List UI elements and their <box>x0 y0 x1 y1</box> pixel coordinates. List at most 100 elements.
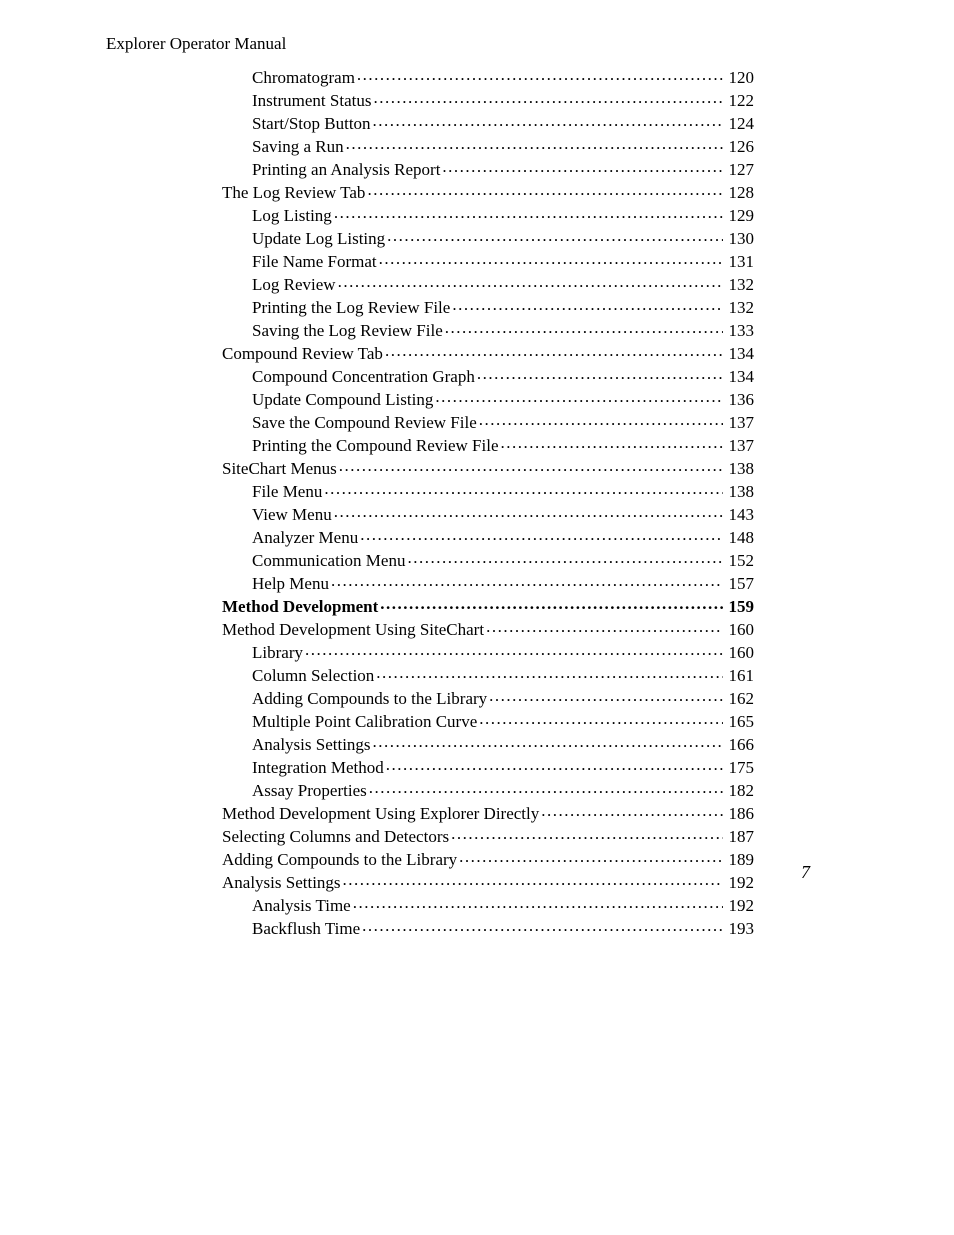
toc-entry: File Name Format 131 <box>222 250 754 270</box>
toc-leader-dots <box>501 434 723 451</box>
toc-leader-dots <box>339 457 723 474</box>
toc-entry-page: 130 <box>725 230 755 247</box>
toc-entry-page: 162 <box>725 690 755 707</box>
toc-entry-page: 137 <box>725 414 755 431</box>
toc-entry: Compound Concentration Graph 134 <box>222 365 754 385</box>
toc-leader-dots <box>373 733 723 750</box>
toc-entry-title: Compound Concentration Graph <box>252 368 475 385</box>
toc-entry: Analyzer Menu 148 <box>222 526 754 546</box>
toc-entry-title: File Name Format <box>252 253 377 270</box>
toc-leader-dots <box>334 204 723 221</box>
toc-entry: The Log Review Tab128 <box>222 181 754 201</box>
toc-entry-page: 182 <box>725 782 755 799</box>
toc-entry-title: Log Review <box>252 276 336 293</box>
toc-entry-title: Assay Properties <box>252 782 367 799</box>
toc-entry: Backflush Time193 <box>222 917 754 937</box>
toc-entry-title: Analyzer Menu <box>252 529 358 546</box>
toc-entry-page: 134 <box>725 345 755 362</box>
toc-entry-page: 133 <box>725 322 755 339</box>
toc-entry-title: Adding Compounds to the Library <box>222 851 457 868</box>
toc-leader-dots <box>338 273 723 290</box>
toc-entry-page: 152 <box>725 552 755 569</box>
toc-entry-page: 192 <box>725 874 755 891</box>
toc-entry-title: Method Development Using Explorer Direct… <box>222 805 539 822</box>
toc-entry-title: Start/Stop Button <box>252 115 371 132</box>
toc-leader-dots <box>343 871 723 888</box>
table-of-contents: Chromatogram 120 Instrument Status122 Start… <box>222 66 754 940</box>
toc-entry-page: 128 <box>725 184 755 201</box>
toc-leader-dots <box>353 894 723 911</box>
toc-entry-page: 136 <box>725 391 755 408</box>
toc-leader-dots <box>486 618 722 635</box>
toc-leader-dots <box>357 66 723 83</box>
toc-leader-dots <box>541 802 722 819</box>
toc-entry-page: 157 <box>725 575 755 592</box>
toc-entry: Method Development Using SiteChart 160 <box>222 618 754 638</box>
document-header-title: Explorer Operator Manual <box>106 34 286 54</box>
toc-leader-dots <box>479 710 722 727</box>
toc-entry-page: 175 <box>725 759 755 776</box>
toc-leader-dots <box>379 250 723 267</box>
toc-leader-dots <box>387 227 722 244</box>
toc-leader-dots <box>459 848 722 865</box>
toc-entry-page: 131 <box>725 253 755 270</box>
toc-entry: Adding Compounds to the Library189 <box>222 848 754 868</box>
toc-entry-page: 120 <box>725 69 755 86</box>
toc-entry-title: Update Compound Listing <box>252 391 433 408</box>
toc-entry-title: Library <box>252 644 303 661</box>
toc-entry: Integration Method175 <box>222 756 754 776</box>
toc-entry-page: 148 <box>725 529 755 546</box>
toc-leader-dots <box>369 779 723 796</box>
toc-leader-dots <box>451 825 722 842</box>
toc-entry-page: 126 <box>725 138 755 155</box>
toc-entry-page: 129 <box>725 207 755 224</box>
toc-entry-page: 160 <box>725 644 755 661</box>
toc-leader-dots <box>380 595 722 612</box>
toc-entry-page: 132 <box>725 299 755 316</box>
toc-entry: Start/Stop Button 124 <box>222 112 754 132</box>
toc-entry-page: 165 <box>725 713 755 730</box>
toc-entry: Instrument Status122 <box>222 89 754 109</box>
toc-entry-title: Instrument Status <box>252 92 371 109</box>
toc-entry: Update Compound Listing 136 <box>222 388 754 408</box>
toc-entry-title: SiteChart Menus <box>222 460 337 477</box>
toc-entry-page: 143 <box>725 506 755 523</box>
toc-entry: Chromatogram 120 <box>222 66 754 86</box>
toc-entry: Printing the Compound Review File 137 <box>222 434 754 454</box>
toc-entry-title: Adding Compounds to the Library <box>252 690 487 707</box>
toc-entry-page: 124 <box>725 115 755 132</box>
toc-entry: Adding Compounds to the Library 162 <box>222 687 754 707</box>
toc-entry-page: 138 <box>725 460 755 477</box>
toc-entry: File Menu138 <box>222 480 754 500</box>
toc-leader-dots <box>479 411 723 428</box>
toc-entry-title: Method Development Using SiteChart <box>222 621 484 638</box>
toc-leader-dots <box>445 319 723 336</box>
toc-leader-dots <box>324 480 722 497</box>
toc-leader-dots <box>407 549 722 566</box>
toc-entry: Library 160 <box>222 641 754 661</box>
toc-entry: Saving a Run126 <box>222 135 754 155</box>
toc-entry-page: 192 <box>725 897 755 914</box>
toc-leader-dots <box>376 664 722 681</box>
toc-leader-dots <box>373 89 722 106</box>
toc-entry: Saving the Log Review File133 <box>222 319 754 339</box>
document-page: Explorer Operator Manual Chromatogram 120… <box>0 0 954 1235</box>
toc-leader-dots <box>367 181 722 198</box>
toc-leader-dots <box>386 756 723 773</box>
toc-leader-dots <box>334 503 723 520</box>
toc-entry: View Menu143 <box>222 503 754 523</box>
toc-entry-page: 160 <box>725 621 755 638</box>
toc-entry-page: 187 <box>725 828 755 845</box>
toc-entry-title: Chromatogram <box>252 69 355 86</box>
toc-entry-page: 134 <box>725 368 755 385</box>
toc-entry-title: Printing the Compound Review File <box>252 437 499 454</box>
toc-entry-title: Save the Compound Review File <box>252 414 477 431</box>
toc-entry-title: Help Menu <box>252 575 329 592</box>
toc-entry-title: Method Development <box>222 598 378 615</box>
toc-entry: Method Development Using Explorer Direct… <box>222 802 754 822</box>
toc-entry: Method Development159 <box>222 595 754 615</box>
toc-entry-page: 138 <box>725 483 755 500</box>
toc-entry-page: 161 <box>725 667 755 684</box>
toc-leader-dots <box>435 388 722 405</box>
toc-entry-page: 137 <box>725 437 755 454</box>
